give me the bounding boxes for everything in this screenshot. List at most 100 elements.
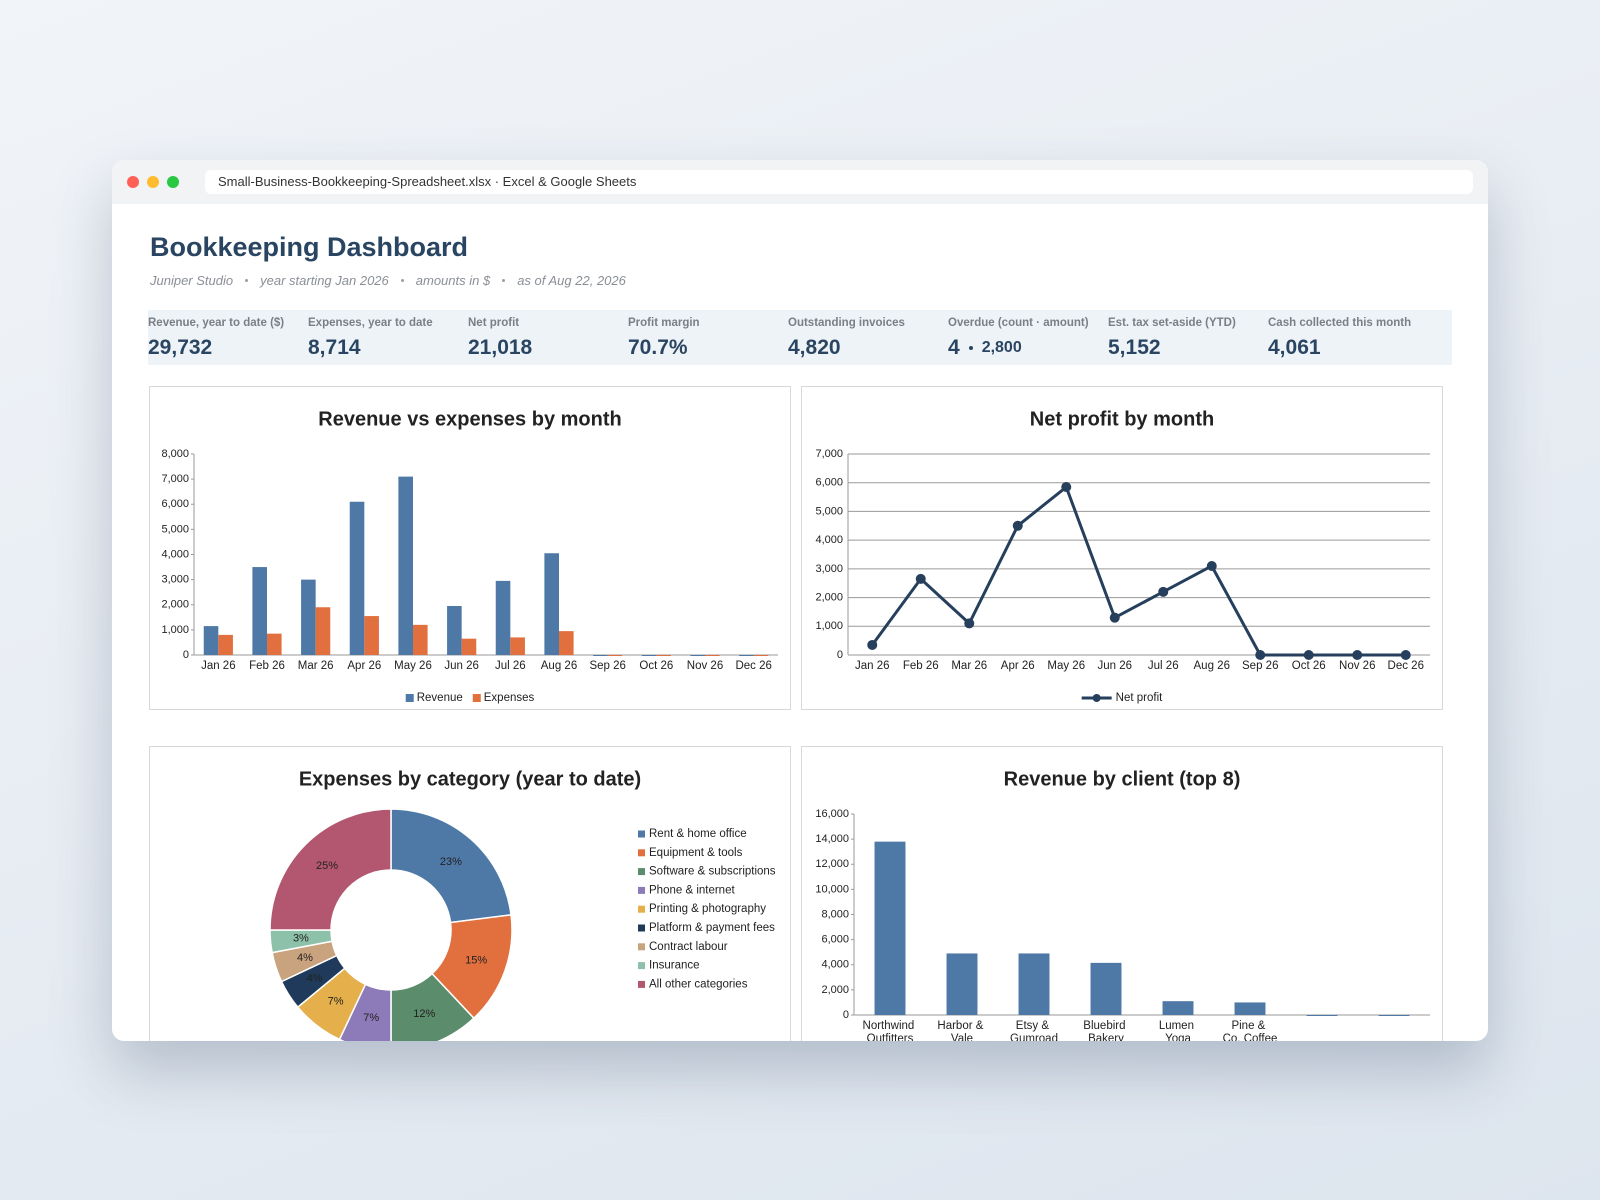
point (915, 573, 926, 584)
x-tick-label: Jul 26 (495, 660, 526, 672)
legend-swatch (638, 980, 645, 988)
bar (874, 841, 906, 1015)
x-tick-label-line: Outfitters (867, 1033, 914, 1041)
bar (1306, 1015, 1338, 1016)
bar (447, 606, 462, 655)
y-tick-label: 1,000 (815, 620, 843, 632)
x-tick-label: Jan 26 (855, 660, 890, 672)
kpi-value-part: 4 (948, 336, 960, 359)
subtitle-part: amounts in $ (415, 273, 491, 288)
y-tick-label: 4,000 (161, 548, 189, 560)
kpi-card: Revenue, year to date ($) 29,732 (148, 310, 311, 365)
subtitle: Juniper Studio year starting Jan 2026 amou… (150, 273, 626, 288)
x-tick-label: Nov 26 (687, 660, 723, 672)
minimize-button[interactable] (147, 176, 159, 188)
bar (301, 579, 316, 655)
legend-label: Phone & internet (649, 884, 735, 896)
legend-swatch (405, 694, 414, 702)
x-tick-label: Jun 26 (1097, 660, 1132, 672)
slice-label: 7% (328, 995, 344, 1007)
title-bar: Small-Business-Bookkeeping-Spreadsheet.x… (112, 160, 1488, 204)
x-tick-label-line: Harbor & (937, 1020, 986, 1032)
legend-label: Software & subscriptions (649, 866, 776, 878)
x-tick-label: Jul 26 (1148, 660, 1179, 672)
x-tick-label: Jan 26 (201, 660, 236, 672)
legend: Revenue Expenses (405, 692, 535, 704)
x-tick-label: Dec 26 (1388, 660, 1424, 672)
y-tick-label: 0 (183, 649, 189, 661)
x-tick-label: Mar 26 (298, 660, 334, 672)
kpi-label: Cash collected this month (1268, 317, 1412, 329)
kpi-label: Net profit (468, 317, 520, 329)
y-tick-label: 3,000 (161, 574, 189, 586)
bar (753, 655, 769, 656)
kpi-card: Overdue (count · amount) 4 2,800 (948, 310, 1111, 365)
y-tick-label: 16,000 (815, 808, 849, 820)
point (1352, 650, 1363, 660)
legend-swatch (638, 830, 645, 838)
x-tick-label: Northwind Outfitters (863, 1020, 918, 1041)
x-tick-label-line: Gumroad (1010, 1033, 1058, 1041)
x-tick-label: Bluebird Bakery (1083, 1020, 1128, 1041)
bar (398, 476, 413, 655)
legend-label: Printing & photography (649, 903, 766, 915)
x-tick-label: Apr 26 (347, 660, 381, 672)
bar (593, 655, 608, 656)
point (1061, 482, 1072, 493)
kpi-value: 21,018 (468, 336, 533, 359)
kpi-value: 5,152 (1108, 336, 1161, 359)
y-tick-label: 4,000 (815, 534, 843, 546)
x-tick-label: Sep 26 (589, 660, 625, 672)
legend-swatch (638, 849, 645, 857)
slice-label: 7% (363, 1012, 379, 1024)
y-tick-label: 2,000 (161, 599, 189, 611)
address-bar[interactable]: Small-Business-Bookkeeping-Spreadsheet.x… (205, 170, 1473, 194)
chart: Net profit by month 0 1,000 2,000 3,000 4,000… (815, 408, 1430, 704)
chart: Revenue by client (top 8) 0 2,000 4,000 6,00… (815, 768, 1430, 1041)
kpi-strip: Revenue, year to date ($) 29,732 Expenses,… (148, 310, 1452, 365)
chart-title: Revenue by client (top 8) (1004, 768, 1241, 790)
x-tick-label: May 26 (394, 660, 432, 672)
x-tick-label: Harbor & Vale (937, 1020, 986, 1041)
separator-dot (245, 279, 249, 282)
x-tick-label: Feb 26 (903, 660, 939, 672)
x-tick-label: Feb 26 (249, 660, 285, 672)
kpi-label: Outstanding invoices (788, 317, 905, 329)
x-tick-label-line: Yoga (1165, 1033, 1191, 1041)
slice (390, 808, 512, 924)
legend-label: Rent & home office (649, 828, 747, 840)
y-tick-label: 12,000 (815, 858, 849, 870)
y-tick-label: 10,000 (815, 883, 849, 895)
x-tick-label: Etsy & Gumroad (1010, 1020, 1058, 1041)
y-tick-label: 0 (843, 1009, 849, 1021)
slice-label: 12% (413, 1008, 435, 1020)
point (1400, 650, 1411, 660)
line (871, 485, 1406, 657)
x-tick-label-line: Co. Coffee (1223, 1033, 1278, 1041)
x-tick-label: Nov 26 (1339, 660, 1375, 672)
x-tick-label-line: Northwind (863, 1020, 918, 1032)
bar (544, 553, 559, 655)
dashboard-title: Bookkeeping Dashboard (150, 232, 469, 262)
y-tick-label: 8,000 (821, 908, 849, 920)
x-tick-label: Dec 26 (735, 660, 771, 672)
kpi-value: 4,820 (788, 336, 841, 359)
app-window: Small-Business-Bookkeeping-Spreadsheet.x… (112, 160, 1488, 1041)
slice-label: 4% (307, 972, 323, 984)
bar (1162, 1001, 1194, 1015)
bar (203, 626, 219, 655)
kpi-label: Profit margin (628, 317, 700, 329)
slice (390, 972, 475, 1041)
close-button[interactable] (127, 176, 139, 188)
legend-label: Platform & payment fees (649, 922, 775, 934)
y-tick-label: 6,000 (161, 498, 189, 510)
legend-label: Revenue (417, 692, 463, 704)
bar (946, 953, 978, 1015)
x-tick-label-line: Etsy & (1016, 1020, 1052, 1032)
kpi-value: 8,714 (308, 336, 361, 359)
kpi-card: Net profit 21,018 (468, 310, 631, 365)
legend-swatch (638, 886, 645, 894)
maximize-button[interactable] (167, 176, 179, 188)
bar (1018, 953, 1050, 1015)
legend-swatch (638, 962, 645, 970)
